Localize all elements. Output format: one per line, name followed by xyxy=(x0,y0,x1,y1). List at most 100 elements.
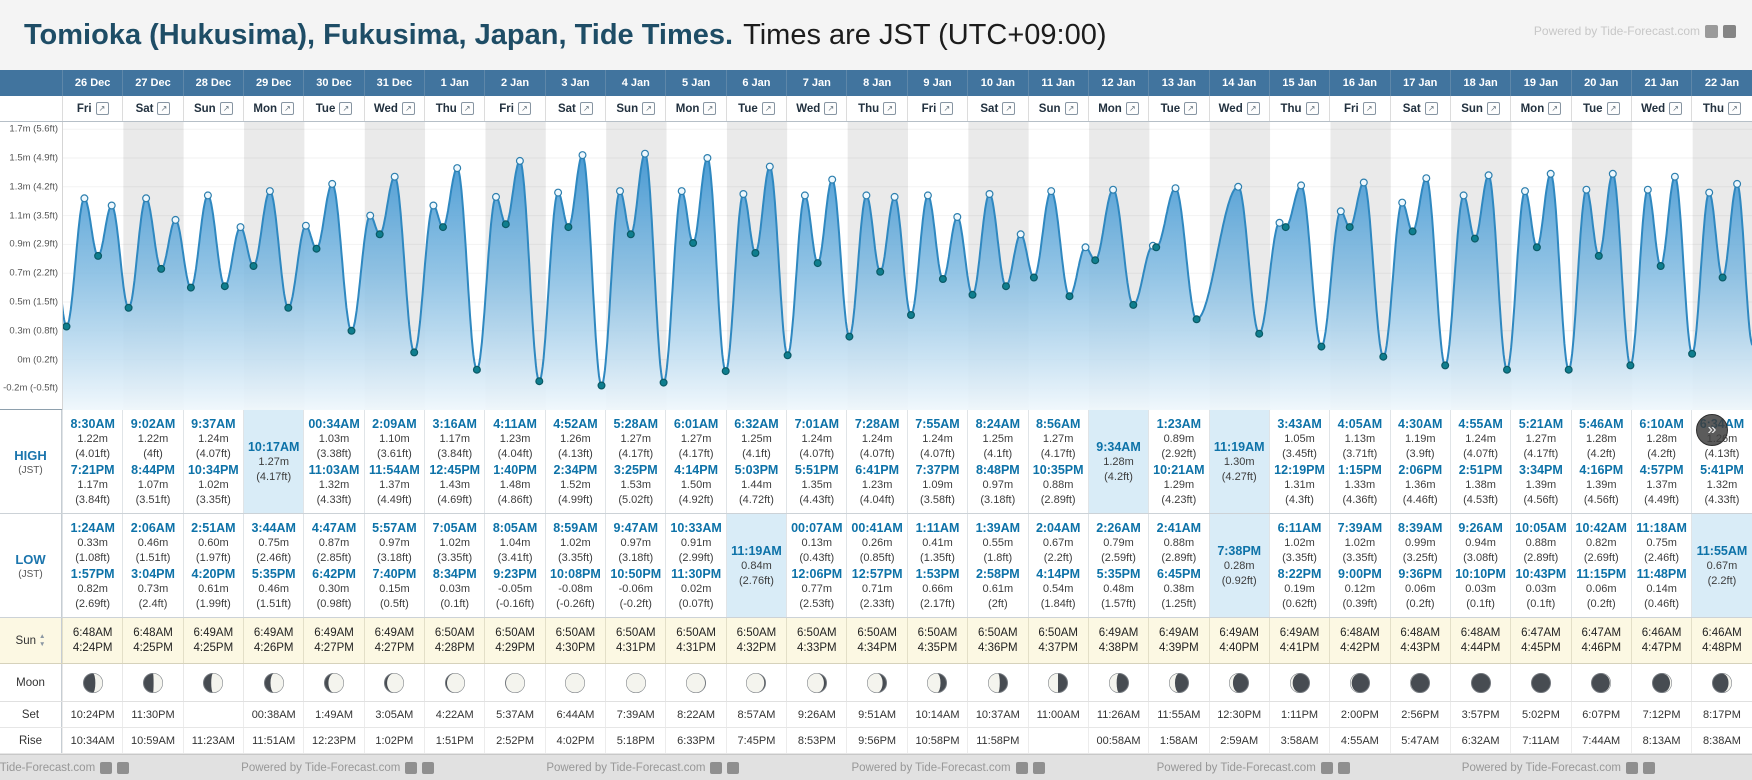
expand-icon[interactable]: ↗ xyxy=(1125,102,1139,115)
day-cell[interactable]: Tue ↗ xyxy=(1148,96,1208,121)
expand-icon[interactable]: ↗ xyxy=(1727,102,1741,115)
expand-icon[interactable]: ↗ xyxy=(1002,102,1016,115)
day-cell[interactable]: Sat ↗ xyxy=(544,96,605,121)
moon-phase-icon xyxy=(1711,672,1732,693)
expand-icon[interactable]: ↗ xyxy=(1246,102,1260,115)
tide-height-m: 0.06m xyxy=(1404,583,1436,596)
expand-icon[interactable]: ↗ xyxy=(824,102,838,115)
expand-icon[interactable]: ↗ xyxy=(1424,102,1438,115)
day-cell[interactable]: Sun ↗ xyxy=(182,96,243,121)
powered-by-link[interactable]: Powered by Tide-Forecast.com xyxy=(1157,761,1350,774)
expand-icon[interactable]: ↗ xyxy=(940,102,954,115)
expand-icon[interactable]: ↗ xyxy=(1548,102,1562,115)
powered-by-link[interactable]: Powered by Tide-Forecast.com xyxy=(851,761,1045,774)
powered-by-watermark[interactable]: Powered by Tide-Forecast.com xyxy=(1534,24,1736,38)
day-cell[interactable]: Sat ↗ xyxy=(967,96,1027,121)
day-cell[interactable]: Tue ↗ xyxy=(303,96,363,121)
expand-icon[interactable]: ↗ xyxy=(1362,102,1376,115)
sunset-time: 4:37PM xyxy=(1038,642,1078,654)
expand-icon[interactable]: ↗ xyxy=(281,102,295,115)
tide-time: 10:42AM xyxy=(1575,521,1627,535)
tide-height-m: 1.36m xyxy=(1404,479,1436,492)
tide-height-ft: (-0.26ft) xyxy=(556,597,595,610)
day-cell[interactable]: Wed ↗ xyxy=(1630,96,1691,121)
badge-icon xyxy=(1723,24,1736,38)
day-cell[interactable]: Sun ↗ xyxy=(1027,96,1088,121)
day-cell[interactable]: Mon ↗ xyxy=(243,96,303,121)
sunrise-time: 6:50AM xyxy=(1038,627,1078,639)
moon-cell xyxy=(786,664,846,701)
high-tide-row: HIGH (JST) 8:30AM 1.22m (4.01ft) 7:21PM 1.17… xyxy=(0,410,1752,514)
tide-time: 10:43PM xyxy=(1515,567,1567,582)
day-cell[interactable]: Thu ↗ xyxy=(1268,96,1329,121)
high-tide-cell: 4:52AM 1.26m (4.13ft) 2:34PM 1.52m (4.99ft) xyxy=(544,410,606,513)
expand-icon[interactable]: ↗ xyxy=(1184,102,1198,115)
day-cell[interactable]: Wed ↗ xyxy=(363,96,424,121)
expand-icon[interactable]: ↗ xyxy=(517,102,531,115)
day-cell[interactable]: Tue ↗ xyxy=(1570,96,1631,121)
expand-icon[interactable]: ↗ xyxy=(339,102,353,115)
tide-height-m: 1.31m xyxy=(1284,479,1315,492)
moon-cell xyxy=(1449,664,1510,701)
tide-time: 10:50PM xyxy=(610,567,662,582)
low-tide-dot xyxy=(597,381,606,390)
day-cell[interactable]: Fri ↗ xyxy=(484,96,544,121)
expand-icon[interactable]: ↗ xyxy=(642,102,656,115)
expand-icon[interactable]: ↗ xyxy=(1486,102,1500,115)
powered-by-link[interactable]: Powered by Tide-Forecast.com xyxy=(1462,761,1655,774)
tide-entry: 1:15PM 1.33m (4.36ft) xyxy=(1330,462,1389,507)
expand-icon[interactable]: ↗ xyxy=(1305,102,1319,115)
day-cell[interactable]: Fri ↗ xyxy=(906,96,967,121)
moon-label-text: Moon xyxy=(16,676,45,689)
powered-by-link[interactable]: Powered by Tide-Forecast.com xyxy=(546,761,740,774)
high-tide-dot xyxy=(828,175,837,184)
expand-icon[interactable]: ↗ xyxy=(219,102,233,115)
tide-height-m: 0.30m xyxy=(318,583,350,596)
tide-time: 4:20PM xyxy=(191,567,236,582)
date-cell: 17 Jan xyxy=(1389,70,1450,96)
tide-entry: 12:06PM 0.77m (2.53ft) xyxy=(787,566,846,611)
day-cell[interactable]: Thu ↗ xyxy=(1691,96,1751,121)
moonrise-cell xyxy=(1027,728,1088,753)
day-cell[interactable]: Wed ↗ xyxy=(786,96,846,121)
day-cell[interactable]: Mon ↗ xyxy=(1510,96,1570,121)
moon-cell xyxy=(1329,664,1389,701)
days-row: Fri ↗ Sat ↗ Sun ↗ Mon ↗ Tue ↗ Wed ↗ Thu ↗ Fri ↗ Sat ↗ Sun ↗… xyxy=(0,96,1752,122)
expand-icon[interactable]: ↗ xyxy=(883,102,897,115)
expand-icon[interactable]: ↗ xyxy=(460,102,474,115)
tide-entry: 10:43PM 0.03m (0.1ft) xyxy=(1511,566,1570,611)
moon-lit-area xyxy=(328,673,344,692)
tide-entry: 9:37AM 1.24m (4.07ft) xyxy=(184,416,243,461)
high-tide-cell: 9:34AM 1.28m (4.2ft) xyxy=(1087,410,1149,513)
day-cell[interactable]: Mon ↗ xyxy=(1087,96,1148,121)
tide-time: 11:19AM xyxy=(731,544,782,559)
day-cell[interactable]: Sun ↗ xyxy=(1449,96,1510,121)
tide-time: 00:07AM xyxy=(791,521,843,535)
day-cell[interactable]: Sun ↗ xyxy=(605,96,665,121)
expand-icon[interactable]: ↗ xyxy=(1606,102,1620,115)
expand-icon[interactable]: ↗ xyxy=(761,102,775,115)
tide-height-ft: (0.5ft) xyxy=(380,597,409,610)
day-cell[interactable]: Mon ↗ xyxy=(665,96,725,121)
tide-height-m: -0.05m xyxy=(497,583,533,596)
expand-icon[interactable]: ↗ xyxy=(703,102,717,115)
expand-icon[interactable]: ↗ xyxy=(579,102,593,115)
day-cell[interactable]: Thu ↗ xyxy=(424,96,484,121)
expand-icon[interactable]: ↗ xyxy=(157,102,171,115)
powered-by-link[interactable]: Powered by Tide-Forecast.com xyxy=(241,761,435,774)
expand-icon[interactable]: ↗ xyxy=(401,102,415,115)
day-cell[interactable]: Sat ↗ xyxy=(1389,96,1450,121)
day-cell[interactable]: Fri ↗ xyxy=(62,96,122,121)
powered-by-link[interactable]: Powered by Tide-Forecast.com xyxy=(0,761,130,774)
day-cell[interactable]: Thu ↗ xyxy=(846,96,906,121)
expand-icon[interactable]: ↗ xyxy=(1669,102,1683,115)
expand-icon[interactable]: ↗ xyxy=(1064,102,1078,115)
day-cell[interactable]: Wed ↗ xyxy=(1208,96,1269,121)
tide-time: 1:40PM xyxy=(493,463,537,478)
tide-height-ft: (0.43ft) xyxy=(799,551,835,564)
scroll-next-button[interactable]: » xyxy=(1696,414,1728,446)
day-cell[interactable]: Fri ↗ xyxy=(1329,96,1389,121)
day-cell[interactable]: Sat ↗ xyxy=(122,96,182,121)
expand-icon[interactable]: ↗ xyxy=(95,102,109,115)
day-cell[interactable]: Tue ↗ xyxy=(725,96,786,121)
